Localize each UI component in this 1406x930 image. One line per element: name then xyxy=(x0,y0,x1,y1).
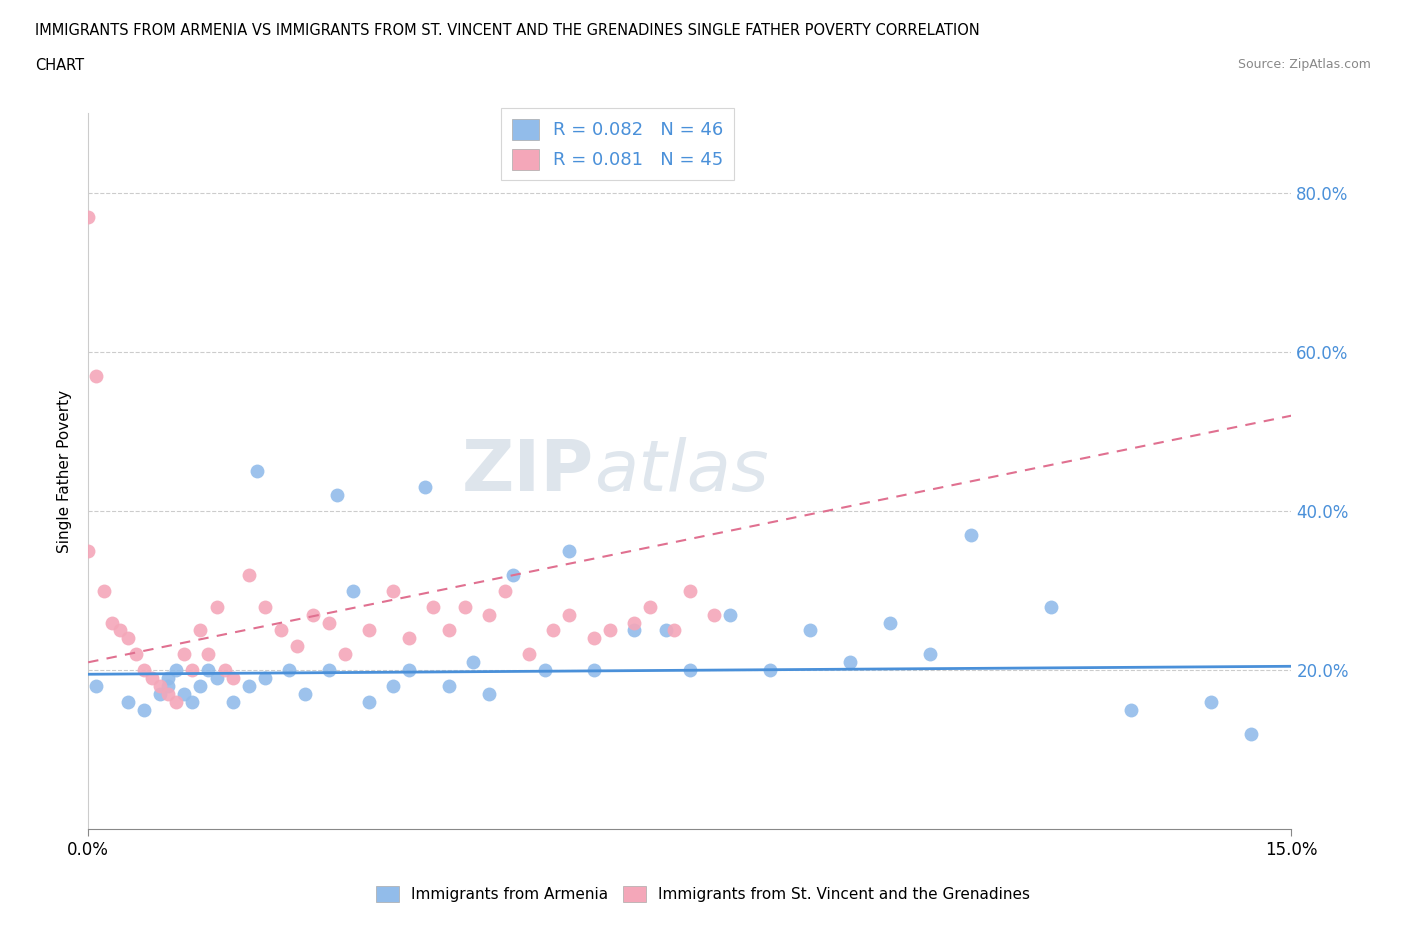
Point xyxy=(502,567,524,582)
Point xyxy=(398,631,420,645)
Point xyxy=(117,695,139,710)
Point xyxy=(437,623,460,638)
Point xyxy=(84,679,107,694)
Point xyxy=(149,686,172,701)
Y-axis label: Single Father Poverty: Single Father Poverty xyxy=(58,390,72,553)
Point xyxy=(125,647,148,662)
Point xyxy=(134,702,156,717)
Point xyxy=(93,583,115,598)
Point xyxy=(413,480,436,495)
Point xyxy=(654,623,676,638)
Point xyxy=(623,623,645,638)
Point xyxy=(382,583,405,598)
Point xyxy=(117,631,139,645)
Point xyxy=(398,663,420,678)
Point xyxy=(623,615,645,630)
Point xyxy=(558,543,581,558)
Point xyxy=(77,209,100,224)
Point xyxy=(318,663,340,678)
Point xyxy=(253,599,276,614)
Text: ZIP: ZIP xyxy=(461,437,593,506)
Point xyxy=(149,679,172,694)
Point xyxy=(277,663,299,678)
Point xyxy=(205,671,228,685)
Point xyxy=(157,671,180,685)
Point xyxy=(238,679,260,694)
Point xyxy=(173,647,195,662)
Point xyxy=(141,671,163,685)
Point xyxy=(77,543,100,558)
Point xyxy=(718,607,741,622)
Point xyxy=(173,686,195,701)
Point xyxy=(463,655,485,670)
Point xyxy=(253,671,276,685)
Point xyxy=(422,599,444,614)
Text: IMMIGRANTS FROM ARMENIA VS IMMIGRANTS FROM ST. VINCENT AND THE GRENADINES SINGLE: IMMIGRANTS FROM ARMENIA VS IMMIGRANTS FR… xyxy=(35,23,980,38)
Point xyxy=(759,663,782,678)
Point xyxy=(294,686,316,701)
Point xyxy=(599,623,621,638)
Point xyxy=(110,623,132,638)
Point xyxy=(318,615,340,630)
Point xyxy=(342,583,364,598)
Point xyxy=(270,623,292,638)
Point xyxy=(181,695,204,710)
Point xyxy=(494,583,516,598)
Point xyxy=(285,639,308,654)
Point xyxy=(357,695,380,710)
Point xyxy=(84,368,107,383)
Point xyxy=(638,599,661,614)
Point xyxy=(454,599,477,614)
Point xyxy=(437,679,460,694)
Point xyxy=(333,647,356,662)
Text: CHART: CHART xyxy=(35,58,84,73)
Point xyxy=(238,567,260,582)
Point xyxy=(679,583,702,598)
Point xyxy=(1199,695,1222,710)
Point xyxy=(214,663,236,678)
Point xyxy=(519,647,541,662)
Point xyxy=(165,663,187,678)
Point xyxy=(478,686,501,701)
Point xyxy=(839,655,862,670)
Point xyxy=(221,695,243,710)
Point xyxy=(582,663,605,678)
Point xyxy=(134,663,156,678)
Point xyxy=(101,615,124,630)
Point xyxy=(1119,702,1142,717)
Point xyxy=(221,671,243,685)
Point xyxy=(382,679,405,694)
Point xyxy=(197,663,219,678)
Point xyxy=(357,623,380,638)
Point xyxy=(582,631,605,645)
Point xyxy=(197,647,219,662)
Point xyxy=(181,663,204,678)
Text: atlas: atlas xyxy=(593,437,768,506)
Point xyxy=(920,647,942,662)
Point xyxy=(543,623,565,638)
Point xyxy=(1240,726,1263,741)
Point xyxy=(205,599,228,614)
Legend: Immigrants from Armenia, Immigrants from St. Vincent and the Grenadines: Immigrants from Armenia, Immigrants from… xyxy=(370,880,1036,909)
Point xyxy=(703,607,725,622)
Point xyxy=(478,607,501,622)
Point xyxy=(679,663,702,678)
Point xyxy=(157,686,180,701)
Point xyxy=(959,527,981,542)
Point xyxy=(558,607,581,622)
Point xyxy=(326,487,349,502)
Point xyxy=(190,623,212,638)
Legend: R = 0.082   N = 46, R = 0.081   N = 45: R = 0.082 N = 46, R = 0.081 N = 45 xyxy=(501,108,734,180)
Point xyxy=(662,623,685,638)
Point xyxy=(301,607,323,622)
Point xyxy=(246,464,269,479)
Point xyxy=(534,663,557,678)
Point xyxy=(190,679,212,694)
Point xyxy=(157,679,180,694)
Point xyxy=(1039,599,1062,614)
Point xyxy=(879,615,901,630)
Text: Source: ZipAtlas.com: Source: ZipAtlas.com xyxy=(1237,58,1371,71)
Point xyxy=(799,623,821,638)
Point xyxy=(165,695,187,710)
